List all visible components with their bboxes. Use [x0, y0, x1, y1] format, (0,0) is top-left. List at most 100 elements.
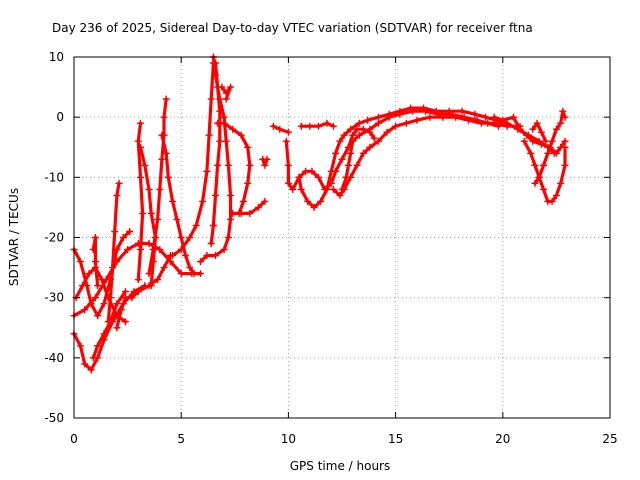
- data-point-marker: [87, 366, 95, 374]
- data-point-marker: [222, 137, 230, 145]
- data-point-marker: [137, 173, 144, 181]
- data-point-marker: [98, 276, 106, 284]
- y-tick-label: -50: [44, 411, 64, 425]
- data-point-marker: [113, 300, 121, 308]
- data-point-marker: [137, 119, 144, 127]
- series-arc-17: [216, 121, 252, 215]
- data-point-marker: [145, 270, 153, 278]
- data-point-marker: [115, 179, 123, 187]
- series-arc-29: [531, 121, 548, 143]
- series-arc-3: [72, 241, 194, 318]
- data-point-marker: [355, 131, 363, 139]
- data-point-marker: [548, 197, 556, 205]
- data-point-marker: [173, 215, 181, 223]
- data-point-marker: [244, 179, 252, 187]
- data-point-marker: [212, 59, 219, 67]
- data-point-marker: [385, 113, 393, 121]
- data-point-marker: [182, 252, 189, 259]
- data-point-marker: [147, 209, 155, 217]
- data-point-marker: [222, 89, 230, 97]
- data-point-marker: [535, 173, 543, 181]
- data-point-marker: [220, 113, 228, 121]
- data-point-marker: [340, 131, 348, 139]
- data-point-marker: [314, 122, 322, 130]
- data-point-marker: [79, 282, 87, 290]
- data-point-marker: [224, 161, 232, 169]
- data-point-marker: [160, 113, 168, 121]
- series-arc-23: [297, 106, 556, 209]
- data-point-marker: [246, 209, 254, 217]
- data-point-marker: [119, 234, 127, 241]
- data-point-marker: [222, 95, 230, 103]
- data-point-marker: [422, 107, 430, 115]
- data-point-marker: [349, 137, 357, 145]
- data-point-marker: [169, 252, 177, 259]
- data-point-marker: [224, 234, 232, 241]
- data-point-marker: [207, 95, 215, 103]
- data-point-marker: [113, 191, 121, 199]
- data-point-marker: [94, 312, 102, 320]
- data-point-marker: [537, 128, 545, 136]
- data-point-marker: [314, 173, 322, 181]
- y-tick-label: 10: [49, 50, 64, 64]
- data-point-marker: [490, 113, 498, 121]
- data-point-marker: [94, 282, 102, 290]
- data-point-marker: [289, 185, 297, 193]
- data-point-marker: [141, 161, 149, 169]
- data-point-marker: [552, 149, 560, 157]
- data-point-marker: [261, 161, 269, 169]
- data-point-marker: [220, 246, 228, 253]
- data-point-marker: [124, 246, 132, 253]
- data-point-marker: [482, 113, 490, 121]
- data-point-marker: [284, 128, 292, 136]
- data-point-marker: [531, 179, 539, 187]
- data-point-marker: [91, 294, 99, 302]
- data-point-marker: [122, 318, 129, 326]
- y-tick-labels: 10 0 -10 -20 -30 -40 -50: [44, 50, 64, 425]
- data-point-marker: [336, 137, 344, 145]
- data-point-marker: [516, 125, 524, 133]
- data-point-marker: [297, 122, 305, 130]
- data-point-marker: [426, 113, 434, 121]
- data-point-marker: [531, 161, 539, 169]
- data-point-marker: [533, 119, 541, 127]
- data-point-marker: [366, 125, 374, 133]
- data-point-marker: [329, 122, 337, 130]
- data-point-marker: [374, 119, 382, 127]
- data-point-marker: [134, 137, 142, 145]
- y-tick-label: -40: [44, 351, 64, 365]
- data-point-marker: [212, 252, 219, 259]
- data-point-marker: [552, 191, 560, 199]
- data-point-marker: [310, 203, 318, 211]
- data-point-marker: [162, 95, 170, 103]
- data-point-marker: [212, 191, 219, 199]
- data-point-marker: [540, 185, 547, 193]
- data-point-marker: [302, 167, 310, 175]
- data-point-marker: [145, 185, 153, 193]
- data-point-marker: [134, 288, 142, 296]
- data-point-marker: [499, 116, 507, 124]
- data-point-marker: [76, 258, 84, 266]
- data-point-marker: [100, 330, 108, 338]
- series-arc-15: [209, 61, 222, 246]
- data-point-marker: [366, 143, 374, 151]
- data-point-marker: [261, 197, 269, 205]
- data-point-marker: [374, 137, 382, 145]
- data-point-marker: [197, 270, 204, 278]
- data-point-marker: [177, 234, 185, 241]
- data-point-marker: [522, 131, 530, 139]
- data-point-marker: [190, 270, 198, 278]
- data-point-marker: [147, 282, 155, 290]
- data-point-marker: [392, 122, 400, 130]
- data-point-marker: [561, 113, 569, 121]
- data-point-marker: [203, 252, 211, 259]
- data-point-marker: [239, 197, 247, 205]
- data-point-marker: [209, 222, 217, 229]
- data-point-marker: [128, 294, 136, 302]
- x-tick-labels: 0 5 10 15 20 25: [70, 432, 617, 446]
- data-point-marker: [409, 107, 417, 115]
- data-point-marker: [347, 125, 355, 133]
- data-point-marker: [327, 167, 335, 175]
- data-point-marker: [214, 119, 222, 127]
